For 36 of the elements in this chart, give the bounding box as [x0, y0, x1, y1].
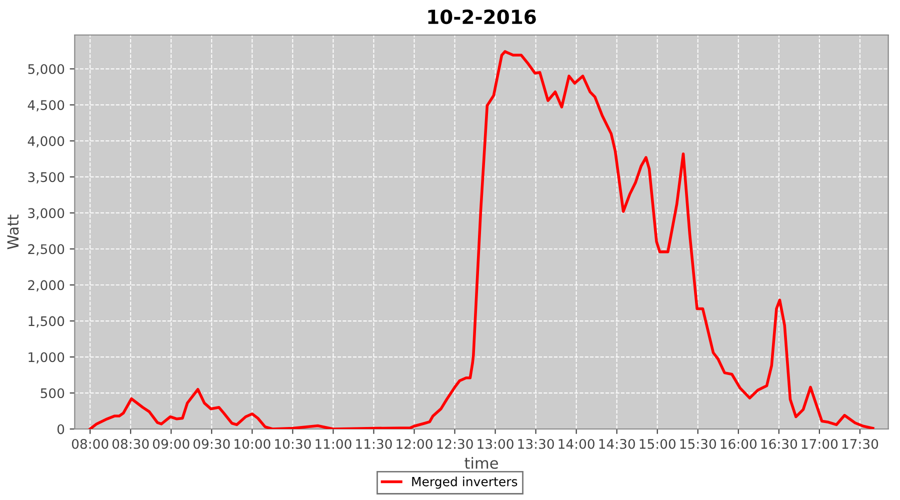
line-series	[88, 50, 874, 429]
x-tick-label: 13:30	[518, 438, 554, 449]
y-tick-label: 4,000	[28, 136, 64, 148]
y-tick-label: 500	[40, 388, 64, 398]
x-tick-label: 14:00	[558, 438, 594, 449]
y-tick-label: 3,000	[28, 208, 64, 220]
x-tick-label: 09:30	[194, 438, 230, 449]
y-tick-label: 5,000	[28, 64, 64, 76]
legend-label: Merged inverters	[412, 476, 518, 489]
y-tick-label: 1,500	[28, 316, 64, 328]
x-tick-label: 11:00	[316, 438, 352, 449]
x-tick-label: 14:30	[599, 438, 635, 449]
x-tick-label: 09:00	[152, 438, 190, 449]
y-axis-title: Watt	[7, 214, 19, 250]
x-tick-label: 16:00	[720, 438, 757, 449]
x-tick-label: 15:30	[680, 438, 716, 449]
y-tick-label: 2,500	[28, 244, 64, 256]
y-tick-label: 0	[57, 424, 64, 434]
x-tick-label: 13:00	[478, 438, 514, 449]
x-tick-label: 08:00	[72, 438, 108, 449]
y-tick-label: 1,000	[28, 352, 64, 364]
x-tick-label: 17:30	[842, 438, 878, 449]
chart-title: 10-2-2016	[428, 9, 536, 24]
y-tick-label: 3,500	[28, 172, 64, 184]
x-tick-label: 10:00	[234, 438, 270, 449]
x-tick-label: 16:30	[761, 438, 798, 449]
x-tick-label: 12:00	[396, 438, 432, 449]
x-tick-label: 12:30	[437, 438, 473, 449]
x-tick-label: 11:30	[356, 438, 392, 449]
x-tick-label: 17:00	[802, 438, 838, 449]
y-tick-label: 2,000	[28, 280, 64, 292]
x-tick-label: 10:30	[275, 438, 311, 449]
x-tick-label: 15:00	[640, 438, 676, 449]
y-tick-label: 4,500	[28, 100, 64, 112]
x-axis-title: time	[464, 457, 498, 469]
x-tick-label: 08:30	[112, 438, 149, 449]
